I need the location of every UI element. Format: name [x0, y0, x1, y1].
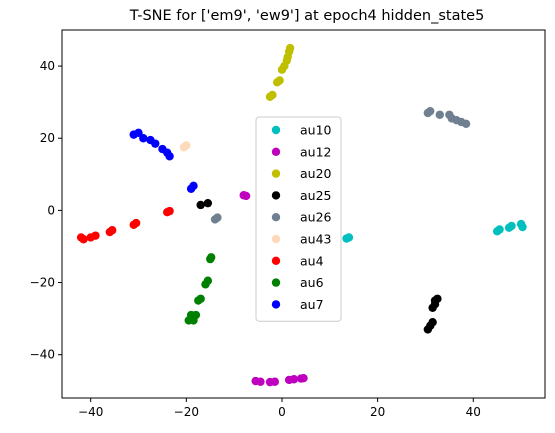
legend-entry-au6: au6 [271, 275, 324, 290]
data-points [76, 43, 527, 387]
series-au12 [239, 191, 308, 387]
legend-marker [271, 300, 281, 309]
point-au6-5 [196, 294, 205, 303]
y-tick-label: 40 [40, 59, 55, 73]
y-tick-label: −20 [30, 276, 55, 290]
point-au25-8 [433, 294, 442, 303]
x-tick-label: −40 [78, 405, 103, 419]
point-au25-1 [203, 198, 213, 208]
legend-marker [271, 256, 281, 265]
legend-entry-au7: au7 [271, 297, 324, 312]
point-au26-4 [435, 110, 444, 119]
point-au10-5 [518, 222, 527, 232]
legend-label: au43 [300, 232, 332, 247]
chart-title: T-SNE for ['em9', 'ew9'] at epoch4 hidde… [129, 8, 485, 24]
point-au25-0 [196, 200, 205, 210]
legend-marker [271, 125, 281, 135]
point-au43-1 [182, 141, 191, 150]
legend-entry-au20: au20 [271, 166, 332, 181]
legend-label: au4 [300, 253, 324, 268]
point-au4-9 [165, 206, 174, 216]
legend: au10 au12 au20 au25 au26 au43 au4 au6 au7 [255, 116, 342, 322]
legend-label: au12 [300, 144, 332, 159]
series-au7 [129, 128, 198, 193]
legend-entry-au10: au10 [271, 123, 332, 138]
series-au26 [210, 106, 471, 224]
legend-label: au25 [300, 188, 332, 203]
legend-marker [271, 213, 281, 222]
point-au7-7 [165, 152, 174, 161]
y-tick-label: −40 [30, 348, 55, 362]
point-au7-2 [139, 134, 148, 143]
x-tick-label: 20 [370, 405, 385, 419]
point-au4-1 [79, 235, 88, 244]
point-au12-7 [289, 375, 299, 384]
point-au10-3 [507, 221, 516, 231]
legend-box [255, 116, 342, 322]
x-tick-label: 0 [278, 405, 286, 419]
point-au20-3 [275, 76, 284, 85]
legend-entry-au25: au25 [271, 188, 332, 203]
point-au4-7 [131, 218, 141, 228]
point-au12-1 [241, 191, 251, 201]
legend-label: au20 [300, 166, 332, 181]
axes: −40 −20 0 20 40 −40 −20 0 20 40 [30, 29, 546, 419]
legend-label: au26 [300, 210, 332, 225]
series-au4 [76, 206, 174, 244]
point-au12-5 [270, 377, 280, 386]
point-au10-7 [344, 233, 354, 242]
legend-label: au10 [300, 123, 332, 138]
x-tick-label: −20 [174, 405, 199, 419]
series-au43 [179, 141, 191, 152]
point-au12-9 [299, 373, 308, 383]
point-au26-3 [426, 106, 435, 116]
legend-marker [271, 169, 281, 178]
point-au20-1 [268, 90, 277, 100]
point-au7-1 [134, 128, 143, 138]
plot-frame [61, 29, 546, 399]
point-au6-3 [191, 310, 201, 320]
x-tick-label: 40 [466, 405, 481, 419]
legend-entry-au26: au26 [271, 210, 332, 225]
point-au20-9 [285, 43, 295, 53]
y-tick-label: 0 [47, 203, 55, 217]
legend-entry-au12: au12 [271, 144, 332, 159]
point-au6-9 [207, 253, 216, 262]
point-au7-4 [151, 139, 160, 148]
point-au4-5 [108, 226, 117, 235]
legend-label: au6 [300, 275, 324, 290]
series-au6 [184, 253, 216, 325]
point-au26-9 [461, 119, 471, 128]
point-au26-1 [213, 213, 222, 222]
series-au25 [196, 198, 442, 334]
legend-label: au7 [300, 297, 324, 312]
point-au6-7 [203, 276, 213, 285]
legend-entry-au4: au4 [271, 253, 324, 268]
series-au10 [342, 219, 527, 243]
point-au12-3 [256, 377, 265, 386]
legend-marker [271, 147, 281, 156]
point-au7-9 [189, 181, 198, 191]
legend-marker [271, 278, 281, 287]
point-au10-1 [495, 225, 504, 234]
legend-entry-au43: au43 [271, 232, 332, 247]
legend-marker [271, 234, 281, 244]
y-tick-label: 20 [40, 131, 55, 145]
series-au20 [265, 43, 295, 101]
point-au4-3 [91, 231, 100, 240]
point-au25-4 [428, 318, 437, 327]
legend-marker [271, 191, 281, 200]
